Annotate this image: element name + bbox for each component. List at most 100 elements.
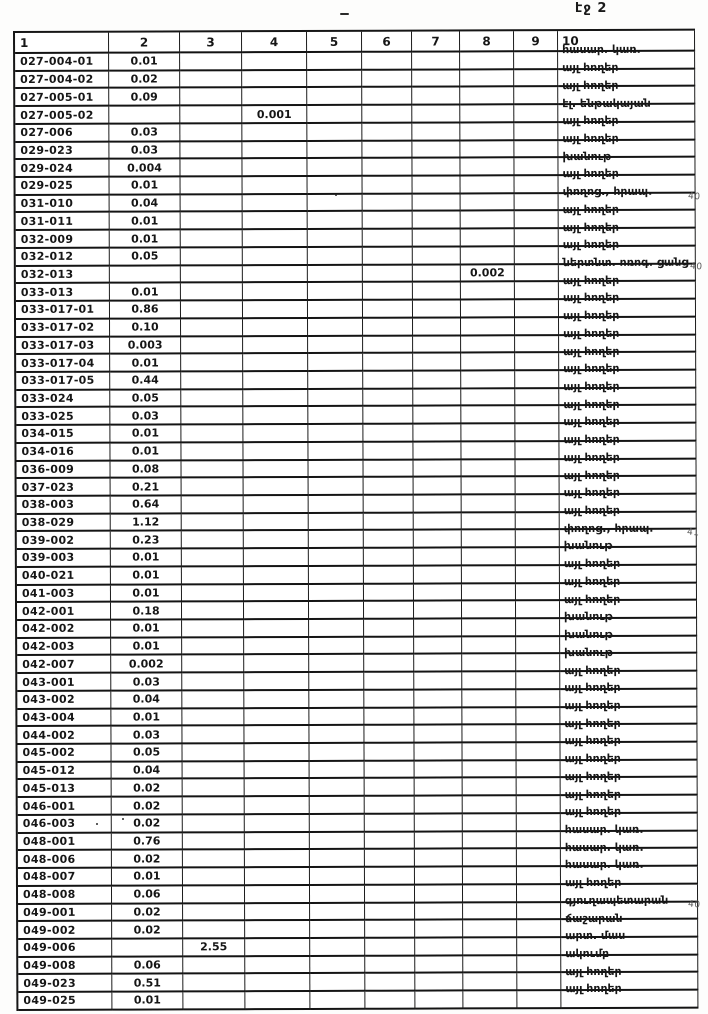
- value-cell: [181, 443, 244, 461]
- value-cell: [182, 885, 246, 904]
- value-cell: [516, 636, 561, 655]
- value-cell: [244, 690, 310, 709]
- value-cell: [109, 266, 181, 285]
- value-cell: [462, 725, 517, 744]
- value-cell: [363, 424, 414, 443]
- row-code-cell: 039-003: [16, 549, 111, 568]
- land-parcel-table: 1 2 3 4 5 6 7 8 9 10 027-004-01 0.01 հասար. կառ. 027-…: [13, 28, 699, 1011]
- value-cell: [461, 459, 516, 478]
- value-cell: [461, 566, 516, 584]
- value-cell: [308, 513, 364, 532]
- value-cell: [309, 743, 365, 762]
- value-cell: [309, 796, 365, 815]
- row-code-cell: 038-003: [16, 496, 111, 515]
- value-cell: [308, 531, 364, 550]
- value-cell: [244, 744, 310, 762]
- land-use-text: այլ հողեր: [562, 291, 620, 305]
- value-cell: 0.02: [111, 850, 183, 869]
- row-code-cell: 038-029: [16, 514, 111, 533]
- value-cell: [309, 761, 365, 780]
- value-cell: [414, 654, 463, 673]
- value-cell: [515, 335, 560, 354]
- value-cell: [182, 850, 245, 869]
- value-cell: [515, 601, 561, 620]
- value-cell: [514, 247, 559, 265]
- value-cell: [243, 478, 309, 497]
- row-code-cell: 048-007: [17, 868, 112, 887]
- value-cell: [462, 654, 517, 673]
- land-use-text: ճաշարան: [565, 911, 623, 925]
- value-cell: [462, 778, 517, 797]
- value-cell: [308, 318, 364, 337]
- row-code-cell: 046-001: [17, 797, 112, 816]
- value-cell: 0.01: [110, 567, 182, 586]
- value-cell: [413, 335, 462, 354]
- handwritten-note: 40: [687, 191, 701, 203]
- value-cell: [181, 354, 244, 373]
- value-cell: [307, 194, 363, 213]
- row-code-cell: 029-025: [15, 177, 110, 196]
- value-cell: [364, 655, 415, 673]
- value-cell: [244, 619, 310, 638]
- value-cell: [242, 123, 308, 142]
- value-cell: [412, 229, 461, 248]
- value-cell: [363, 389, 414, 408]
- row-code-cell: 031-010: [15, 195, 110, 214]
- land-use-text: փողոց., հրապ.: [563, 521, 654, 535]
- value-cell: [460, 229, 515, 248]
- value-cell: [307, 52, 363, 71]
- value-cell: [413, 389, 462, 407]
- value-cell: [462, 814, 517, 833]
- value-cell: [364, 796, 415, 815]
- value-cell: [413, 442, 462, 461]
- scan-speck: [340, 13, 349, 15]
- value-cell: [182, 726, 245, 745]
- value-cell: [242, 177, 308, 195]
- value-cell: [243, 425, 309, 444]
- value-cell: [363, 531, 414, 549]
- value-cell: [182, 779, 245, 798]
- value-cell: [307, 265, 363, 284]
- value-cell: [307, 212, 363, 231]
- land-use-text: այլ հողեր: [562, 202, 619, 216]
- value-cell: 0.04: [111, 762, 183, 781]
- value-cell: [365, 991, 416, 1010]
- land-use-text: այլ հողեր: [564, 663, 621, 677]
- value-cell: [415, 956, 464, 974]
- value-cell: [460, 176, 515, 195]
- value-cell: [516, 619, 561, 637]
- value-cell: [307, 247, 363, 266]
- value-cell: 0.01: [112, 992, 184, 1011]
- value-cell: [309, 690, 365, 709]
- value-cell: [183, 903, 246, 922]
- value-cell: [364, 619, 415, 638]
- value-cell: [180, 53, 243, 72]
- value-cell: [307, 88, 363, 107]
- value-cell: [242, 265, 308, 284]
- value-cell: [243, 389, 309, 408]
- value-cell: [243, 354, 309, 373]
- column-header-8: 8: [460, 31, 515, 53]
- value-cell: [364, 867, 415, 886]
- value-cell: [242, 52, 308, 71]
- value-cell: [413, 566, 462, 585]
- value-cell: [180, 301, 244, 320]
- value-cell: [183, 956, 246, 975]
- value-cell: [181, 336, 244, 355]
- land-use-cell: այլ հողեր: [561, 982, 699, 1009]
- land-use-text: այլ հողեր: [563, 415, 620, 429]
- handwritten-note: 40: [689, 261, 703, 273]
- value-cell: [362, 300, 414, 319]
- land-use-text: խանութ: [564, 627, 614, 642]
- value-cell: [183, 974, 246, 993]
- value-cell: 0.01: [109, 212, 181, 231]
- value-cell: 2.55: [183, 939, 246, 958]
- value-cell: [363, 406, 414, 425]
- row-code-cell: 033-017-05: [16, 372, 111, 391]
- value-cell: [412, 105, 461, 124]
- row-code-cell: 048-001: [17, 833, 112, 852]
- land-use-text: այլ հողեր: [564, 716, 621, 730]
- value-cell: 0.02: [111, 797, 183, 816]
- value-cell: 0.64: [110, 496, 182, 515]
- value-cell: [461, 318, 516, 336]
